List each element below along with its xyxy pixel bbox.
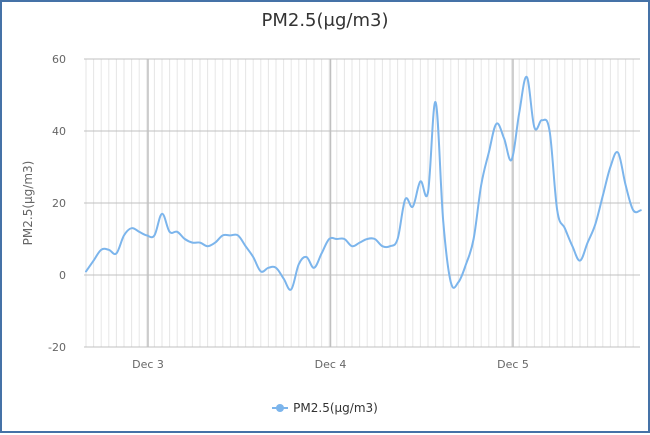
legend: PM2.5(μg/m3) [2, 401, 648, 416]
y-tick-label: 40 [52, 125, 66, 138]
series-line[interactable] [85, 75, 642, 291]
y-tick-label: 20 [52, 197, 66, 210]
legend-item[interactable]: PM2.5(μg/m3) [272, 401, 378, 415]
legend-label: PM2.5(μg/m3) [293, 401, 378, 415]
x-tick-label: Dec 5 [497, 358, 529, 371]
legend-line-marker-icon [272, 403, 289, 413]
major-gridlines [84, 58, 640, 348]
x-axis-ticks: Dec 3 Dec 4 Dec 5 [132, 358, 529, 371]
x-tick-label: Dec 4 [315, 358, 347, 371]
y-axis-ticks: 60 40 20 0 -20 [48, 53, 66, 354]
y-tick-label: -20 [48, 341, 66, 354]
y-axis-label: PM2.5(μg/m3) [21, 161, 35, 246]
chart-title: PM2.5(μg/m3) [261, 10, 389, 31]
y-tick-label: 0 [59, 269, 66, 282]
x-tick-label: Dec 3 [132, 358, 164, 371]
y-tick-label: 60 [52, 53, 66, 66]
